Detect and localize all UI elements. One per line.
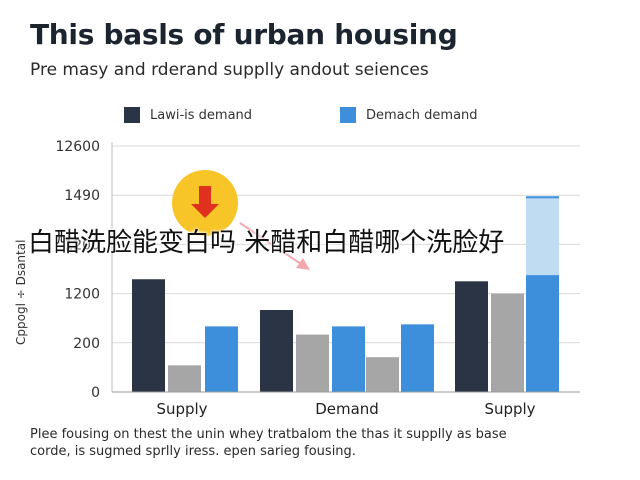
legend-label-series-2: Demach demand (366, 107, 478, 123)
bar (491, 293, 524, 392)
x-tick-label: Supply (156, 400, 207, 418)
y-tick-label: 0 (91, 385, 100, 401)
caption-line-2: corde, is sugmed sprlly iress. epen sari… (30, 444, 356, 459)
bar (366, 357, 399, 392)
legend-item-series-1: Lawi-is demand (124, 106, 252, 124)
y-tick-label: 1200 (64, 237, 100, 253)
y-tick-label: 1490 (64, 188, 100, 204)
pointer-arrow-head (296, 258, 310, 270)
bar (132, 279, 165, 392)
chart-subtitle: Pre masy and rderand supplly andout seie… (30, 60, 429, 80)
bar (332, 326, 365, 392)
bar (401, 324, 434, 392)
legend-swatch-series-2 (340, 107, 356, 123)
legend-swatch-series-1 (124, 107, 140, 123)
y-tick-label: 1200 (64, 287, 100, 303)
bar (168, 365, 201, 392)
pointer-arrow-line (239, 222, 305, 267)
chart-title: This basls of urban housing (30, 18, 458, 51)
legend-label-series-1: Lawi-is demand (150, 107, 253, 123)
overlay-banner-text: 白醋洗脸能变白吗 米醋和白醋哪个洗脸好 (28, 228, 505, 258)
chart-caption: Plee fousing on thest the unin whey trat… (30, 426, 630, 460)
caption-line-1: Plee fousing on thest the unin whey trat… (30, 427, 507, 442)
x-tick-label: Supply (484, 400, 535, 418)
down-arrow-icon-shaft (199, 186, 211, 204)
down-arrow-icon-head (191, 204, 219, 218)
x-tick-label: Demand (315, 400, 379, 418)
bar (526, 275, 559, 392)
bar (455, 281, 488, 392)
legend-item-series-2: Demach demand (340, 106, 478, 124)
y-tick-label: 200 (73, 336, 100, 352)
bar (205, 326, 238, 392)
y-tick-label: 12600 (55, 139, 100, 155)
bar (260, 310, 293, 392)
bar (296, 334, 329, 392)
